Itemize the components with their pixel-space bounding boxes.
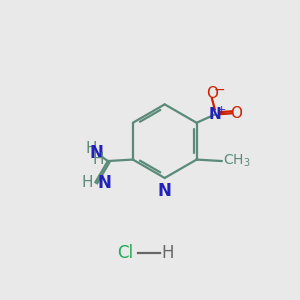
- Text: H: H: [93, 152, 104, 167]
- Text: N: N: [158, 182, 172, 200]
- Text: N: N: [208, 107, 221, 122]
- Text: H: H: [161, 244, 174, 262]
- Text: +: +: [217, 105, 226, 116]
- Text: −: −: [214, 83, 225, 97]
- Text: N: N: [90, 144, 104, 162]
- Text: O: O: [206, 86, 218, 101]
- Text: CH$_3$: CH$_3$: [223, 153, 250, 169]
- Text: Cl: Cl: [117, 244, 133, 262]
- Text: H: H: [82, 175, 93, 190]
- Text: O: O: [230, 106, 242, 121]
- Text: H: H: [86, 141, 98, 156]
- Text: N: N: [98, 174, 111, 192]
